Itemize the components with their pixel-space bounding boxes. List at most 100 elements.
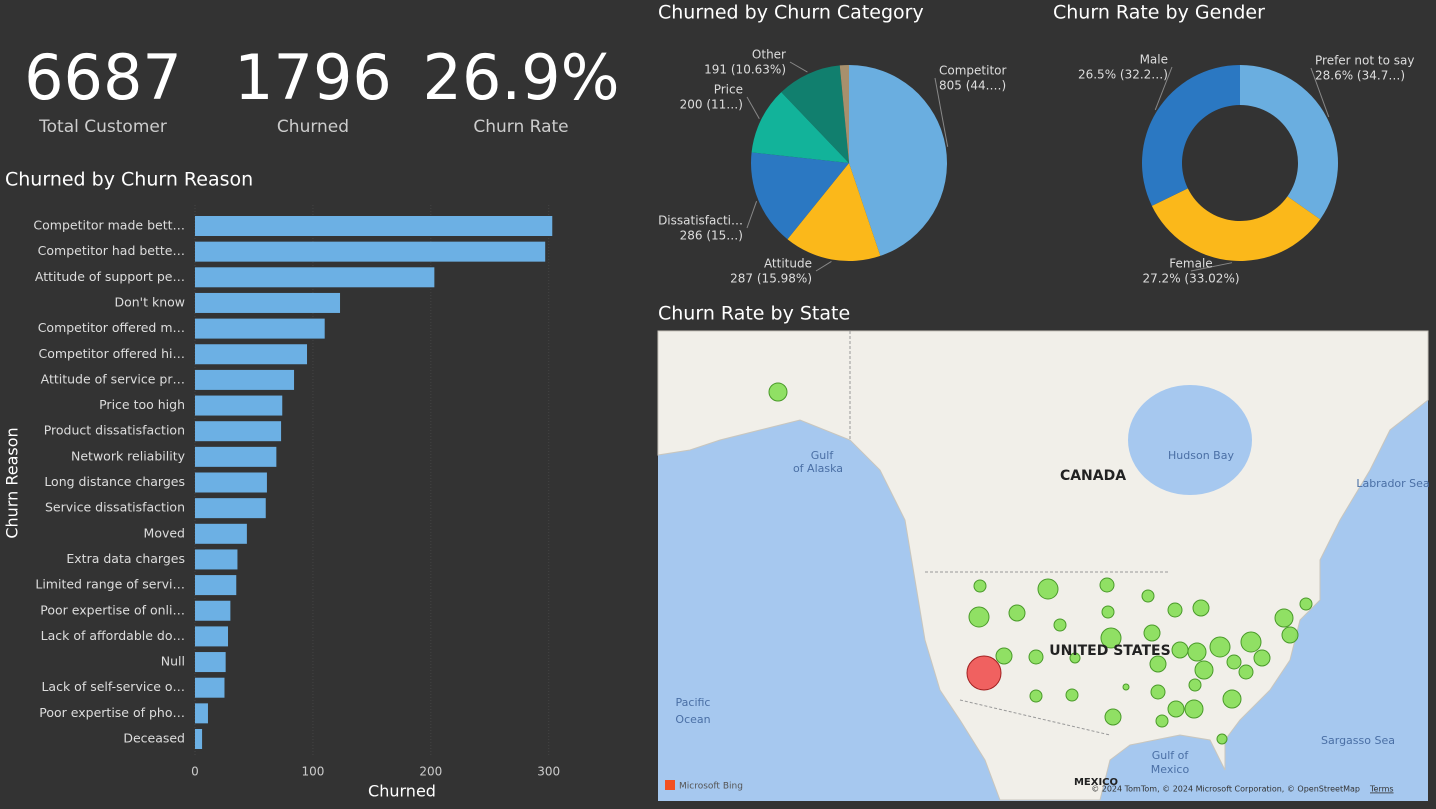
bar — [195, 216, 553, 236]
bubble — [1274, 608, 1294, 628]
x-tick-label: 200 — [419, 765, 442, 779]
bar — [195, 549, 238, 570]
y-tick-label: Product dissatisfaction — [44, 423, 185, 438]
bar — [195, 395, 283, 416]
slice-label: Prefer not to say — [1315, 54, 1414, 68]
bubble — [1143, 624, 1161, 642]
chart-title: Churn Rate by State — [658, 303, 850, 325]
state-bubbles — [768, 382, 1313, 745]
kpi-label: Churned — [277, 117, 349, 137]
y-tick-label: Service dissatisfaction — [45, 500, 185, 515]
slice-label: Male — [1140, 53, 1168, 67]
map-label: Labrador Sea — [1356, 477, 1429, 490]
bar — [195, 292, 341, 313]
slice — [839, 65, 849, 163]
bubble — [1194, 660, 1214, 680]
slice-label: Female — [1169, 257, 1212, 271]
y-tick-label: Don't know — [114, 294, 185, 309]
slice — [1142, 65, 1240, 206]
bubble — [968, 606, 990, 628]
chart-title: Churned by Churn Category — [658, 2, 924, 24]
slice — [751, 92, 849, 163]
bubble — [1101, 605, 1115, 619]
kpi-label: Total Customer — [38, 117, 167, 137]
slice — [1151, 188, 1321, 261]
border — [959, 699, 1111, 736]
y-tick-label: Long distance charges — [44, 474, 185, 489]
kpi-value: 1796 — [234, 41, 392, 114]
bubble — [1065, 688, 1079, 702]
y-tick-label: Competitor made bett… — [33, 218, 185, 233]
slice-label: Other — [752, 48, 786, 62]
leader-line — [789, 61, 808, 73]
slice-label: Price — [714, 83, 743, 97]
bubble — [1209, 636, 1231, 658]
bubble — [1100, 627, 1122, 649]
map-water — [1128, 385, 1252, 495]
bar — [195, 626, 229, 647]
y-tick-label: Competitor offered hi… — [38, 346, 185, 361]
bubble — [768, 382, 788, 402]
leader-line — [746, 201, 758, 229]
bubble — [1192, 599, 1210, 617]
kpi-label: Churn Rate — [473, 117, 568, 137]
bar — [195, 318, 325, 339]
bubble — [1028, 649, 1044, 665]
bubble — [973, 579, 987, 593]
x-tick-label: 300 — [537, 765, 560, 779]
bar — [195, 241, 546, 262]
slice-value-label: 27.2% (33.02%) — [1142, 272, 1239, 286]
y-tick-label: Moved — [144, 525, 185, 540]
bubble — [1122, 683, 1130, 691]
leader-line — [815, 261, 832, 272]
attribution: © 2024 TomTom, © 2024 Microsoft Corporat… — [1091, 785, 1360, 794]
slice-value-label: 805 (44.…) — [939, 79, 1006, 93]
leader-line — [1190, 262, 1233, 272]
bubble — [1141, 589, 1155, 603]
y-tick-label: Poor expertise of onli… — [40, 602, 185, 617]
bubble — [1167, 700, 1185, 718]
bar — [195, 652, 226, 673]
map-label: Hudson Bay — [1168, 449, 1234, 462]
bubble — [1167, 602, 1183, 618]
slice — [781, 65, 849, 163]
bubble — [1037, 578, 1059, 600]
bar — [195, 421, 282, 442]
kpi-cards: 6687 Total Customer 1796 Churned 26.9% C… — [24, 41, 619, 137]
bubble — [1226, 654, 1242, 670]
bubble — [1149, 655, 1167, 673]
map-label: CANADA — [1060, 468, 1126, 484]
chart-title: Churn Rate by Gender — [1053, 2, 1265, 24]
bubble — [1029, 689, 1043, 703]
bubble — [1253, 649, 1271, 667]
terms-link[interactable]: Terms — [1369, 785, 1394, 794]
bubble — [1099, 577, 1115, 593]
bar — [195, 600, 231, 621]
bubble — [1155, 714, 1169, 728]
bar — [195, 267, 435, 288]
map-label: Ocean — [675, 713, 710, 726]
bar — [195, 677, 225, 698]
bubble — [1222, 689, 1242, 709]
y-tick-label: Lack of self-service o… — [41, 679, 185, 694]
y-tick-label: Deceased — [123, 731, 185, 746]
chart-title: Churned by Churn Reason — [5, 169, 253, 191]
bar — [195, 729, 203, 749]
bubble — [1216, 733, 1228, 745]
y-tick-label: Attitude of service pr… — [41, 371, 185, 386]
y-tick-label: Limited range of servi… — [35, 577, 185, 592]
map: CANADA UNITED STATES Hudson Bay Gulf of … — [657, 330, 1430, 801]
slice — [750, 152, 849, 240]
y-tick-label: Null — [161, 654, 185, 669]
y-tick-label: Attitude of support pe… — [35, 269, 185, 284]
bar — [195, 344, 308, 365]
map-label: MEXICO — [1074, 777, 1118, 788]
bubble — [1150, 684, 1166, 700]
map-label: Mexico — [1151, 763, 1190, 776]
leader-line — [1154, 66, 1173, 111]
slice-value-label: 191 (10.63%) — [704, 63, 786, 77]
y-tick-label: Network reliability — [71, 448, 186, 463]
slice — [1240, 65, 1338, 220]
x-tick-label: 0 — [191, 765, 199, 779]
